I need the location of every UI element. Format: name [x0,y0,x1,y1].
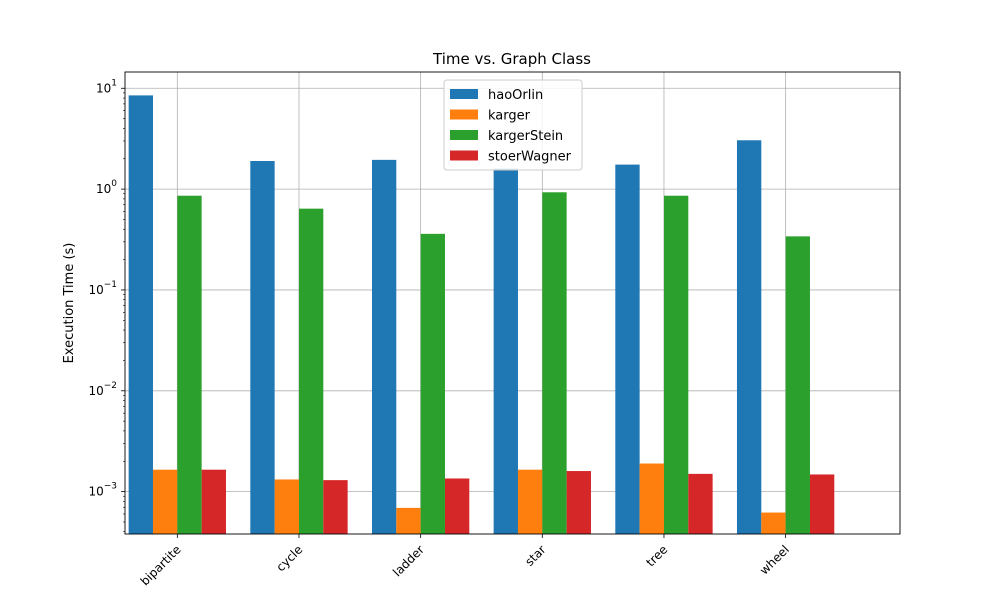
bar-stoerWagner-ladder [444,478,470,534]
bar-karger-cycle [274,479,299,534]
legend-label-karger: karger [488,109,531,124]
legend-label-haoOrlin: haoOrlin [488,88,543,103]
bar-karger-wheel [761,512,786,534]
legend-label-stoerWagner: stoerWagner [488,150,572,165]
legend-swatch-karger [450,109,478,120]
bar-kargerStein-cycle [298,208,324,535]
bar-kargerStein-bipartite [177,195,202,535]
legend-swatch-kargerStein [450,130,478,140]
bar-kargerStein-tree [663,195,689,535]
bar-karger-ladder [396,507,421,534]
bar-haoOrlin-tree [615,164,640,534]
y-tick-label: 101 [96,78,117,95]
bars-layer [128,95,835,535]
bar-stoerWagner-star [566,471,591,534]
bar-karger-star [517,469,543,534]
y-tick-label: 10−1 [88,280,117,297]
bar-kargerStein-wheel [785,236,810,534]
chart-title: Time vs. Graph Class [432,50,591,68]
plot-frame [124,71,901,535]
legend: haoOrlin karger kargerStein stoerWagner [443,79,583,171]
bar-haoOrlin-bipartite [128,95,153,534]
legend-swatch-haoOrlin [450,89,478,99]
bar-haoOrlin-star [493,168,518,534]
y-tick-label: 10−3 [88,482,117,499]
bar-karger-tree [639,463,664,534]
y-tick-label: 10−2 [88,381,117,398]
bar-karger-bipartite [152,469,178,534]
bar-kargerStein-star [542,192,567,535]
bar-stoerWagner-cycle [323,480,348,534]
bar-haoOrlin-cycle [250,161,275,534]
y-tick-label: 100 [96,179,117,196]
bar-stoerWagner-wheel [809,474,835,534]
bar-haoOrlin-wheel [736,140,762,534]
bar-stoerWagner-tree [688,473,713,534]
y-axis-label: Execution Time (s) [62,243,77,364]
legend-swatch-stoerWagner [450,150,478,161]
bar-haoOrlin-ladder [371,159,397,534]
bar-stoerWagner-bipartite [201,469,226,534]
legend-box [443,79,583,171]
legend-label-kargerStein: kargerStein [488,129,563,144]
bar-kargerStein-ladder [420,233,445,534]
